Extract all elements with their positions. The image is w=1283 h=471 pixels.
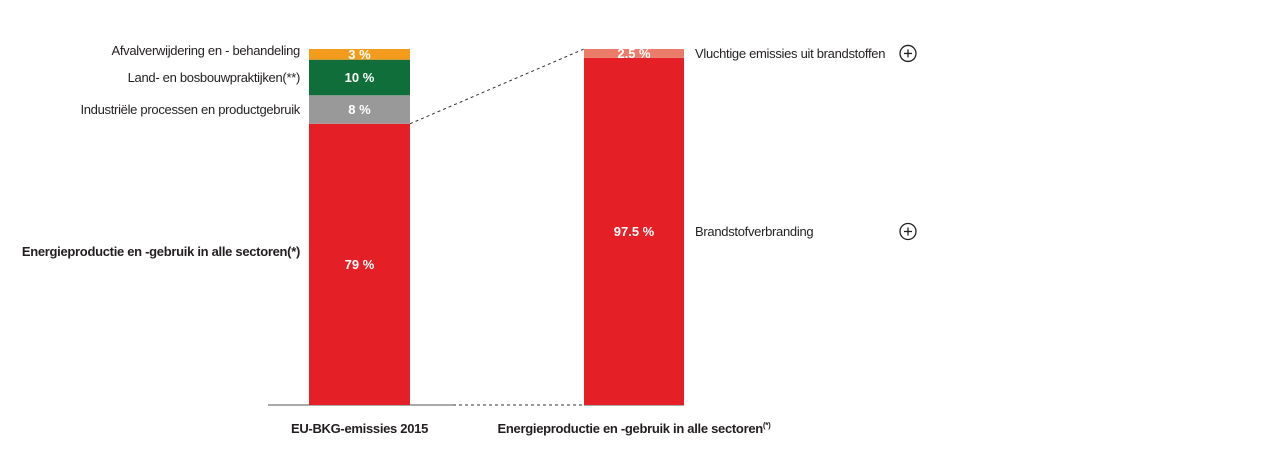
data-label-land-en-bosbouwpraktijken: 10 %	[345, 70, 375, 85]
expand-button-brandstofverbranding[interactable]	[899, 222, 917, 241]
bar-2: 97.5 % 2.5 %	[584, 46, 684, 406]
x-tick-label-1: EU-BKG-emissies 2015	[291, 421, 428, 436]
x-tick-label-2: Energieproductie en -gebruik in alle sec…	[498, 421, 772, 436]
bar-segment-industriele-processen-en-productgebruik	[309, 95, 410, 124]
expand-button-vluchtige-emissies-uit-brandstoffen[interactable]	[899, 44, 917, 63]
data-label-industriele-processen-en-productgebruik: 8 %	[348, 102, 371, 117]
bar-segment-afvalverwijdering-en-behandeling	[309, 49, 410, 60]
bar-segment-brandstofverbranding	[584, 57, 684, 406]
data-label-brandstofverbranding: 97.5 %	[614, 224, 655, 239]
segment-label-afvalverwijdering-en-behandeling: Afvalverwijdering en - behandeling	[111, 43, 300, 58]
data-label-afvalverwijdering-en-behandeling: 3 %	[348, 47, 371, 62]
x-tick-label-superscript: (*)	[763, 421, 771, 430]
data-label-energieproductie-en-gebruik-in-alle-sectoren: 79 %	[345, 257, 375, 272]
bar-segment-land-en-bosbouwpraktijken	[309, 59, 410, 96]
segment-label-land-en-bosbouwpraktijken: Land- en bosbouwpraktijken(**)	[128, 70, 300, 85]
segment-label-vluchtige-emissies-uit-brandstoffen: Vluchtige emissies uit brandstoffen	[695, 46, 885, 61]
segment-label-brandstofverbranding: Brandstofverbranding	[695, 224, 813, 239]
bar-segment-vluchtige-emissies-uit-brandstoffen	[584, 49, 684, 58]
segment-label-energieproductie-en-gebruik-in-alle-sectoren: Energieproductie en -gebruik in alle sec…	[22, 244, 300, 259]
bar-1: 79 % 8 % 10 % 3 %	[309, 47, 410, 405]
data-label-vluchtige-emissies-uit-brandstoffen: 2.5 %	[617, 46, 651, 61]
bar-segment-energieproductie-en-gebruik-in-alle-sectoren	[309, 123, 410, 405]
segment-label-industriele-processen-en-productgebruik: Industriële processen en productgebruik	[80, 102, 300, 117]
connector-line-top	[409, 48, 585, 125]
